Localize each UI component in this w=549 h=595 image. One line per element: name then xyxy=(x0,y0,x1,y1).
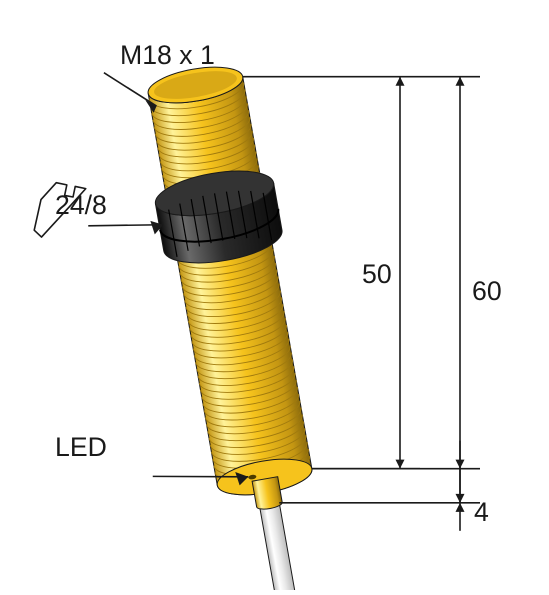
thread-label: M18 x 1 xyxy=(120,40,215,71)
diagram-canvas xyxy=(0,0,549,590)
wrench-size-label: 24/8 xyxy=(55,190,107,221)
dimension-4: 4 xyxy=(474,497,489,528)
technical-drawing-svg xyxy=(0,0,549,590)
dimension-50: 50 xyxy=(362,259,392,290)
led-label: LED xyxy=(55,432,107,463)
dimension-60: 60 xyxy=(472,276,502,307)
